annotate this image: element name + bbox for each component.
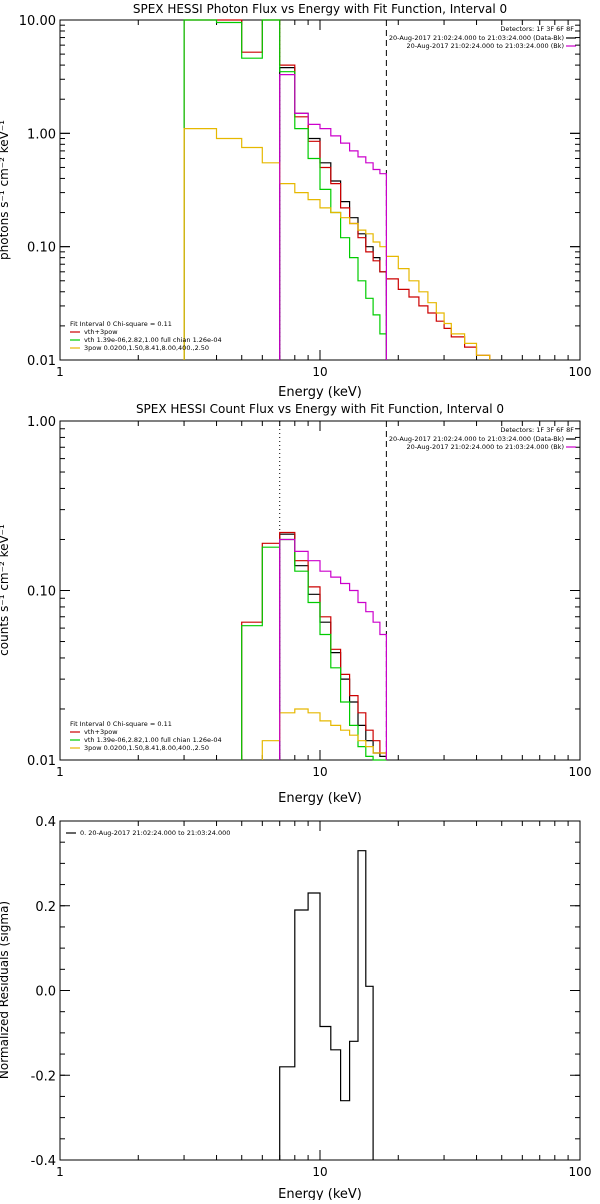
legend-heading: Detectors: 1F 3F 6F 8F — [500, 25, 574, 33]
x-tick-label: 1 — [56, 1165, 64, 1179]
legend-heading: Fit Interval 0 Chi-square = 0.11 — [70, 720, 172, 728]
x-tick-label: 1 — [56, 765, 64, 779]
series-vth-3pow — [183, 19, 491, 360]
y-tick-label: 0.01 — [27, 754, 56, 769]
y-axis-label: counts s⁻¹ cm⁻² keV⁻¹ — [0, 524, 11, 656]
legend-heading: Detectors: 1F 3F 6F 8F — [500, 426, 574, 434]
legend-entry: vth+3pow — [84, 728, 118, 736]
y-tick-label: 0.4 — [35, 815, 56, 830]
x-tick-label: 100 — [569, 365, 592, 379]
legend-entry: 20-Aug-2017 21:02:24.000 to 21:03:24.000… — [407, 42, 564, 50]
legend-entry: 3pow 0.0200,1.50,8.41,8.00,400.,2.50 — [84, 744, 209, 752]
count-flux-panel: SPEX HESSI Count Flux vs Energy with Fit… — [0, 402, 591, 806]
x-tick-label: 10 — [312, 765, 327, 779]
legend-entry: 3pow 0.0200,1.50,8.41,8.00,400.,2.50 — [84, 344, 209, 352]
photon-flux-panel: SPEX HESSI Photon Flux vs Energy with Fi… — [0, 2, 591, 400]
y-tick-label: 0.0 — [35, 985, 56, 1000]
y-tick-label: 0.10 — [27, 241, 56, 256]
series-bk — [279, 74, 387, 360]
legend-entry: 20-Aug-2017 21:02:24.000 to 21:03:24.000… — [389, 34, 564, 42]
series-3pow — [261, 708, 387, 760]
y-tick-label: 0.2 — [35, 900, 56, 915]
series-vth — [183, 19, 387, 360]
y-tick-label: 10.00 — [19, 14, 56, 29]
x-axis-label: Energy (keV) — [278, 1187, 362, 1200]
series-data-bk — [279, 533, 387, 760]
y-tick-label: 0.10 — [27, 585, 56, 600]
legend-entry: vth+3pow — [84, 328, 118, 336]
legend-entry: 0. 20-Aug-2017 21:02:24.000 to 21:03:24.… — [80, 829, 230, 837]
series-data-bk — [279, 67, 387, 360]
y-tick-label: 1.00 — [27, 127, 56, 142]
panel-title: SPEX HESSI Count Flux vs Energy with Fit… — [136, 402, 504, 416]
legend-entry: vth 1.39e-06,2.82,1.00 full chian 1.26e-… — [84, 736, 222, 744]
x-tick-label: 10 — [312, 1165, 327, 1179]
y-tick-label: 1.00 — [27, 415, 56, 430]
series-0-20-aug-2017-21-02-24-000-to-21-03-24-000 — [279, 850, 374, 1160]
panel-title: SPEX HESSI Photon Flux vs Energy with Fi… — [133, 2, 507, 16]
x-axis-label: Energy (keV) — [278, 385, 362, 400]
y-axis-label: Normalized Residuals (sigma) — [0, 901, 11, 1079]
residuals-panel: Energy (keV) Normalized Residuals (sigma… — [0, 815, 592, 1202]
legend-entry: 20-Aug-2017 21:02:24.000 to 21:03:24.000… — [407, 443, 564, 451]
legend-entry: vth 1.39e-06,2.82,1.00 full chian 1.26e-… — [84, 336, 222, 344]
series-vth — [241, 538, 387, 761]
x-tick-label: 100 — [569, 765, 592, 779]
y-tick-label: -0.4 — [31, 1154, 56, 1169]
legend-heading: Fit Interval 0 Chi-square = 0.11 — [70, 320, 172, 328]
legend-entry: 20-Aug-2017 21:02:24.000 to 21:03:24.000… — [389, 435, 564, 443]
y-axis-label: photons s⁻¹ cm⁻² keV⁻¹ — [0, 120, 11, 260]
x-tick-label: 1 — [56, 365, 64, 379]
x-tick-label: 100 — [569, 1165, 592, 1179]
y-tick-label: 0.01 — [27, 354, 56, 369]
series-vth-3pow — [241, 531, 387, 760]
x-tick-label: 10 — [312, 365, 327, 379]
y-tick-label: -0.2 — [31, 1069, 56, 1084]
x-axis-label: Energy (keV) — [278, 791, 362, 806]
series-bk — [279, 538, 387, 760]
